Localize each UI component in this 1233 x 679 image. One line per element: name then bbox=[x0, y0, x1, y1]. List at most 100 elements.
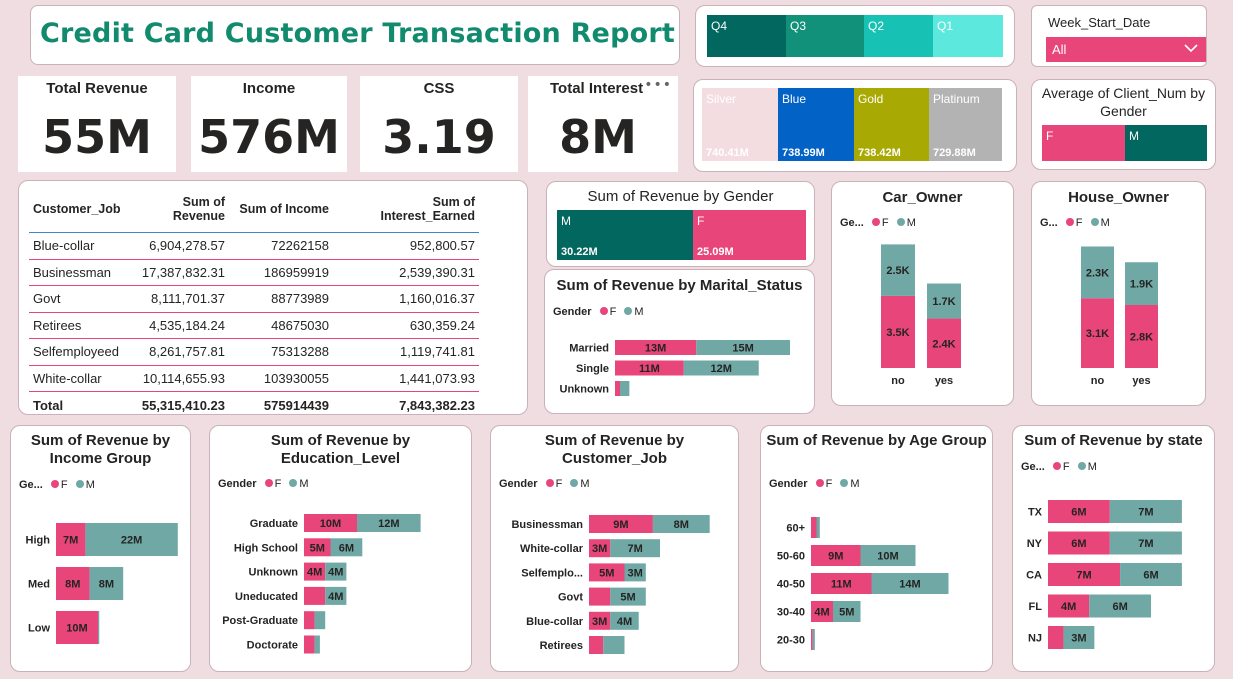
bar-male[interactable] bbox=[325, 586, 347, 605]
avg-client-m-tile[interactable]: M bbox=[1125, 125, 1207, 161]
quarter-tile[interactable]: Q1 bbox=[933, 15, 1003, 57]
gender-tile[interactable]: M 30.22M bbox=[557, 210, 693, 260]
table-cell: Govt bbox=[29, 285, 129, 313]
table-row[interactable]: Blue-collar 6,904,278.57 72262158 952,800.5… bbox=[29, 232, 479, 260]
bar-male[interactable] bbox=[696, 340, 790, 355]
bar-female[interactable] bbox=[1048, 500, 1110, 523]
bar-male[interactable] bbox=[1063, 626, 1095, 649]
table-cell: 952,800.57 bbox=[333, 232, 479, 260]
bar-female[interactable] bbox=[1048, 626, 1064, 649]
data-label: 3M bbox=[592, 543, 607, 555]
bar-female[interactable] bbox=[811, 601, 833, 622]
bar-male[interactable] bbox=[881, 244, 915, 296]
table-row[interactable]: Businessman 17,387,832.31 186959919 2,539,3… bbox=[29, 259, 479, 286]
table-header-cell[interactable]: Sum of Revenue bbox=[129, 191, 229, 233]
bar-female[interactable] bbox=[304, 611, 315, 630]
quarter-tile[interactable]: Q2 bbox=[864, 15, 933, 57]
bar-female[interactable] bbox=[615, 360, 684, 376]
bar-male[interactable] bbox=[610, 611, 639, 630]
bar-male[interactable] bbox=[927, 283, 961, 319]
bar-female[interactable] bbox=[304, 538, 331, 557]
bar-female[interactable] bbox=[615, 340, 697, 355]
bar-male[interactable] bbox=[1125, 262, 1158, 305]
bar-male[interactable] bbox=[833, 601, 861, 622]
bar-female[interactable] bbox=[881, 295, 915, 368]
bar-male[interactable] bbox=[85, 523, 178, 556]
bar-female[interactable] bbox=[811, 573, 872, 594]
bar-male[interactable] bbox=[98, 611, 100, 644]
bar-female[interactable] bbox=[811, 517, 817, 538]
table-row[interactable]: Selfemployeed 8,261,757.81 75313288 1,119,7… bbox=[29, 338, 479, 366]
quarter-tile[interactable]: Q4 bbox=[707, 15, 786, 57]
bar-female[interactable] bbox=[589, 515, 653, 533]
bar-female[interactable] bbox=[615, 381, 620, 396]
bar-male[interactable] bbox=[1109, 500, 1182, 523]
bar-female[interactable] bbox=[1048, 594, 1090, 618]
bar-male[interactable] bbox=[89, 567, 124, 600]
data-label: 2.3K bbox=[1086, 267, 1109, 279]
bar-female[interactable] bbox=[589, 539, 611, 558]
bar-male[interactable] bbox=[357, 514, 421, 532]
bar-female[interactable] bbox=[589, 587, 611, 606]
bar-female[interactable] bbox=[589, 611, 611, 630]
bar-male[interactable] bbox=[620, 381, 630, 396]
bar-male[interactable] bbox=[871, 573, 949, 594]
table-total-row[interactable]: Total 55,315,410.23 575914439 7,843,382.23 bbox=[29, 391, 479, 414]
table-cell: 575914439 bbox=[229, 391, 333, 414]
bar-male[interactable] bbox=[860, 545, 916, 566]
bar-male[interactable] bbox=[1120, 563, 1182, 586]
bar-female[interactable] bbox=[304, 514, 357, 532]
bar-male[interactable] bbox=[683, 360, 759, 376]
bar-female[interactable] bbox=[56, 523, 86, 556]
chart-title: Sum of Revenue by Gender bbox=[587, 188, 774, 205]
table-header-cell[interactable]: Customer_Job bbox=[29, 191, 129, 233]
bar-male[interactable] bbox=[1109, 531, 1182, 555]
bar-male[interactable] bbox=[816, 517, 820, 538]
quarter-tile[interactable]: Q3 bbox=[786, 15, 864, 57]
more-options-icon[interactable]: ••• bbox=[644, 77, 672, 93]
bar-female[interactable] bbox=[1048, 531, 1110, 555]
chart-title: Car_Owner bbox=[882, 189, 963, 206]
week-start-date-dropdown[interactable]: All bbox=[1046, 37, 1206, 62]
bar-male[interactable] bbox=[624, 563, 646, 582]
card-category-tile[interactable]: Gold 738.42M bbox=[854, 88, 929, 161]
bar-male[interactable] bbox=[325, 562, 347, 581]
table-header-cell[interactable]: Sum of Interest_Earned bbox=[333, 191, 479, 233]
bar-female[interactable] bbox=[56, 567, 90, 600]
bar-male[interactable] bbox=[603, 636, 625, 654]
table-row[interactable]: Govt 8,111,701.37 88773989 1,160,016.37 bbox=[29, 285, 479, 313]
bar-male[interactable] bbox=[330, 538, 363, 557]
bar-male[interactable] bbox=[1081, 246, 1114, 299]
table-row[interactable]: Retirees 4,535,184.24 48675030 630,359.24 bbox=[29, 312, 479, 339]
bar-female[interactable] bbox=[1081, 298, 1114, 368]
bar-female[interactable] bbox=[1048, 563, 1121, 586]
bar-male[interactable] bbox=[314, 635, 320, 654]
bar-male[interactable] bbox=[652, 515, 710, 533]
bar-female[interactable] bbox=[811, 629, 813, 650]
bar-female[interactable] bbox=[589, 636, 604, 654]
category-label: yes bbox=[1132, 375, 1150, 387]
bar-female[interactable] bbox=[304, 635, 315, 654]
card-category-tile[interactable]: Silver 740.41M bbox=[702, 88, 778, 161]
bar-male[interactable] bbox=[1089, 594, 1151, 618]
bar-female[interactable] bbox=[811, 545, 861, 566]
bar-male[interactable] bbox=[314, 611, 326, 630]
legend-title: Ge... bbox=[1021, 461, 1045, 473]
gender-tile[interactable]: F 25.09M bbox=[693, 210, 806, 260]
avg-client-f-tile[interactable]: F bbox=[1042, 125, 1125, 161]
table-row[interactable]: White-collar 10,114,655.93 103930055 1,441,… bbox=[29, 365, 479, 392]
bar-female[interactable] bbox=[589, 563, 625, 582]
bar-male[interactable] bbox=[610, 539, 660, 558]
bar-male[interactable] bbox=[610, 587, 646, 606]
bar-female[interactable] bbox=[304, 562, 326, 581]
card-category-tile[interactable]: Platinum 729.88M bbox=[929, 88, 1002, 161]
marital-chart-svg: Married 13M 15M Single 11M 12M Unknown bbox=[560, 340, 790, 396]
table-header-cell[interactable]: Sum of Income bbox=[229, 191, 333, 233]
bar-female[interactable] bbox=[56, 611, 98, 644]
bar-female[interactable] bbox=[1125, 305, 1158, 368]
bar-male[interactable] bbox=[812, 629, 815, 650]
bar-female[interactable] bbox=[304, 586, 326, 605]
bar-female[interactable] bbox=[927, 318, 961, 368]
card-category-tile[interactable]: Blue 738.99M bbox=[778, 88, 854, 161]
category-label: Blue-collar bbox=[526, 616, 584, 628]
